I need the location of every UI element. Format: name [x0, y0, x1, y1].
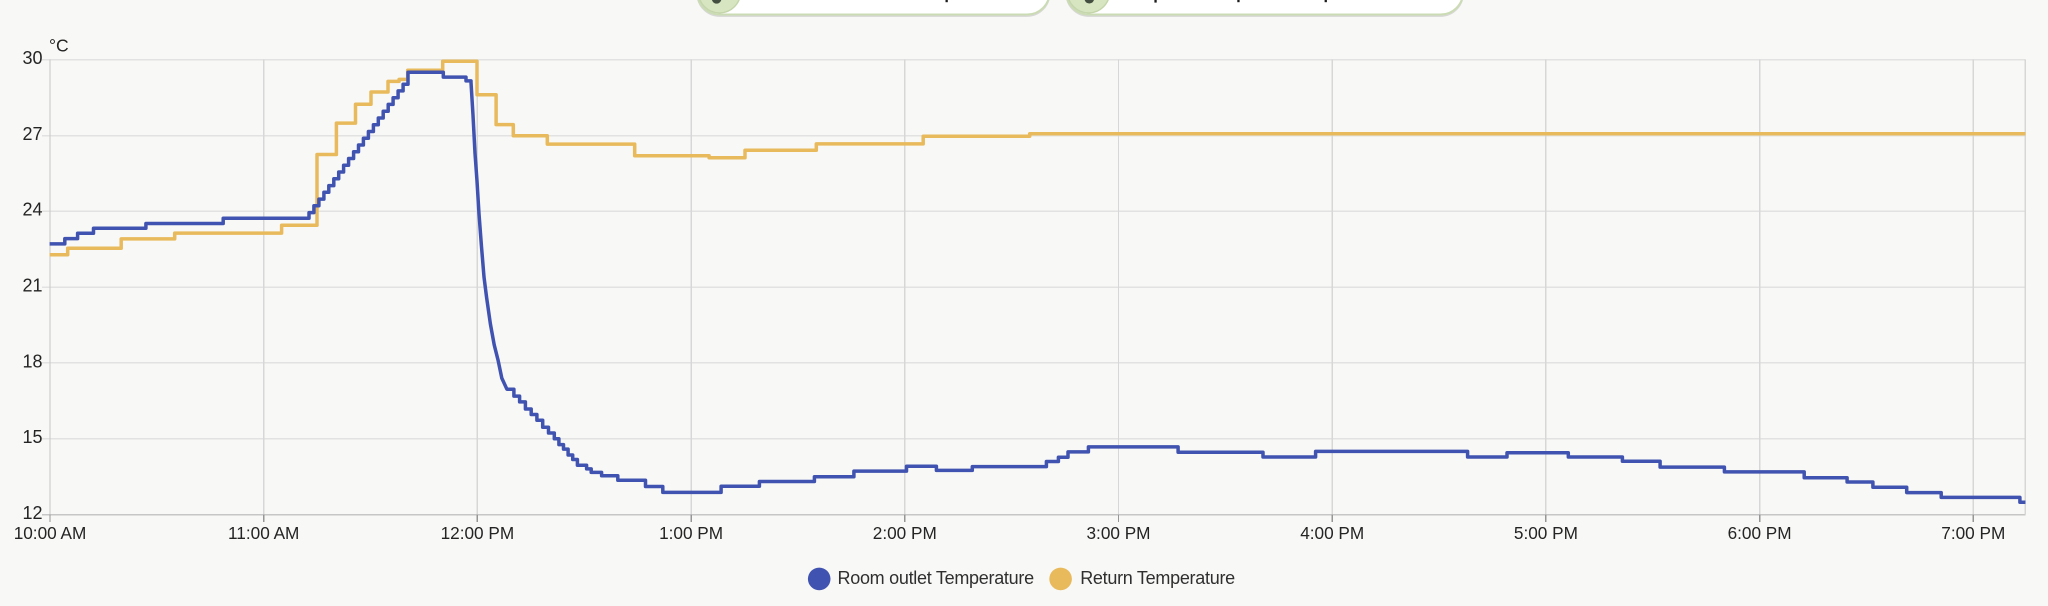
svg-text:30: 30: [22, 48, 42, 68]
svg-text:11:00 AM: 11:00 AM: [228, 523, 299, 543]
svg-text:12: 12: [22, 503, 42, 523]
svg-text:2:00 PM: 2:00 PM: [873, 523, 937, 543]
svg-text:Room outlet Temperature: Room outlet Temperature: [838, 568, 1035, 588]
svg-text:1:00 PM: 1:00 PM: [659, 523, 723, 543]
svg-text:7:00 PM: 7:00 PM: [1941, 523, 2005, 543]
svg-text:24: 24: [22, 200, 42, 220]
svg-text:6:00 PM: 6:00 PM: [1728, 523, 1792, 543]
svg-text:21: 21: [22, 276, 42, 296]
svg-text:18: 18: [22, 351, 42, 371]
svg-text:12:00 PM: 12:00 PM: [441, 523, 515, 543]
svg-text:27: 27: [22, 124, 42, 144]
svg-text:Return Temperature: Return Temperature: [1080, 568, 1235, 588]
svg-text:10:00 AM: 10:00 AM: [14, 523, 87, 543]
svg-text:4:00 PM: 4:00 PM: [1300, 523, 1364, 543]
svg-text:°C: °C: [49, 36, 69, 56]
svg-text:5:00 PM: 5:00 PM: [1514, 523, 1578, 543]
svg-text:3:00 PM: 3:00 PM: [1086, 523, 1150, 543]
svg-text:15: 15: [22, 427, 42, 447]
